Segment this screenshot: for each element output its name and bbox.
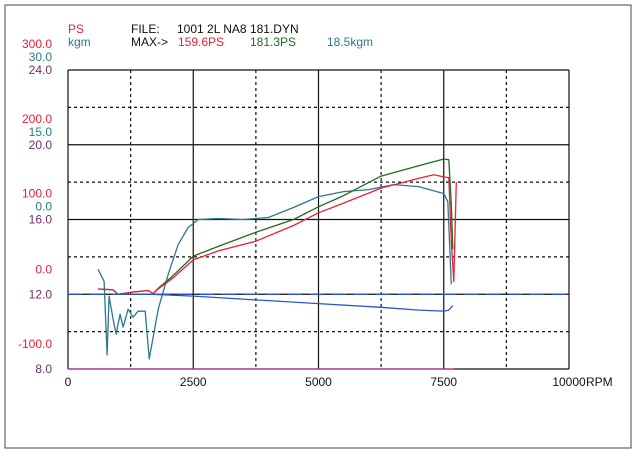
x-tick-label: 0 bbox=[65, 375, 72, 389]
series-power-2-ps bbox=[98, 158, 454, 295]
page-frame bbox=[4, 4, 632, 449]
y-tick-label-afr: 12.0 bbox=[29, 287, 53, 301]
series-power-1-ps bbox=[98, 174, 457, 295]
y-tick-label-ps: 300.0 bbox=[22, 37, 52, 51]
y-tick-label-ps: -100.0 bbox=[18, 337, 52, 351]
y-tick-label-afr: 8.0 bbox=[35, 362, 52, 376]
y-tick-label-ps: 200.0 bbox=[22, 112, 52, 126]
max-green-power: 181.3PS bbox=[250, 35, 296, 49]
grid bbox=[67, 69, 570, 370]
x-tick-label: 2500 bbox=[180, 375, 207, 389]
y-tick-label-kgm: 30.0 bbox=[29, 50, 53, 64]
max-torque: 18.5kgm bbox=[327, 35, 373, 49]
y-tick-label-afr: 16.0 bbox=[29, 213, 53, 227]
y-tick-label-kgm: 15.0 bbox=[29, 125, 53, 139]
max-red-power: 159.6PS bbox=[178, 35, 224, 49]
file-label: FILE: bbox=[131, 22, 160, 36]
y-tick-label-ps: 0.0 bbox=[35, 262, 52, 276]
x-axis-title: RPM bbox=[586, 375, 613, 389]
x-axis-labels: 0 2500 5000 7500 10000 bbox=[65, 375, 586, 389]
y-tick-label-kgm: 0.0 bbox=[35, 200, 52, 214]
ps-unit-label: PS bbox=[68, 22, 84, 36]
y-tick-label-ps: 100.0 bbox=[22, 187, 52, 201]
series-torque-kgm bbox=[97, 183, 452, 360]
y-tick-label-afr: 20.0 bbox=[29, 138, 53, 152]
x-tick-label: 5000 bbox=[305, 375, 332, 389]
max-label: MAX-> bbox=[131, 35, 168, 49]
file-name: 1001 2L NA8 181.DYN bbox=[177, 22, 299, 36]
series-lines bbox=[68, 158, 569, 370]
x-tick-label: 7500 bbox=[430, 375, 457, 389]
y-axis-labels: 300.030.024.0200.015.020.0100.00.016.00.… bbox=[18, 37, 52, 376]
x-tick-label: 10000 bbox=[552, 375, 586, 389]
kgm-unit-label: kgm bbox=[68, 35, 91, 49]
series-afr bbox=[118, 293, 454, 312]
y-tick-label-afr: 24.0 bbox=[29, 63, 53, 77]
